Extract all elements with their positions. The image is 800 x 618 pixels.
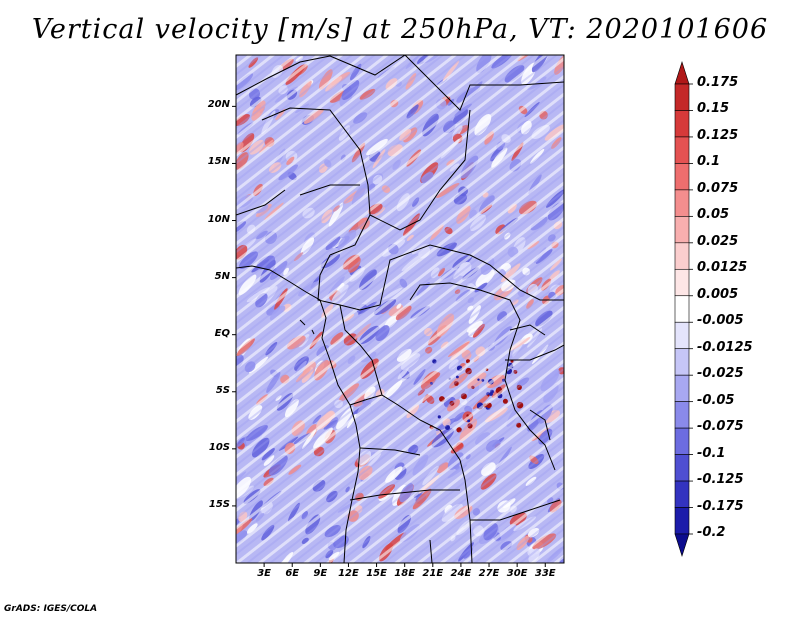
colorbar-label: -0.0125 <box>697 339 753 355</box>
lon-label: 24E <box>450 568 472 579</box>
colorbar-segment <box>674 454 690 482</box>
colorbar-segment <box>674 427 690 455</box>
colorbar-label: 0.05 <box>697 207 730 223</box>
lat-label: 15S <box>208 498 230 510</box>
colorbar-segment <box>674 242 690 270</box>
country-borders <box>236 55 564 563</box>
colorbar-segment <box>674 507 690 535</box>
lon-label: 6E <box>285 568 300 579</box>
lon-label: 21E <box>422 568 444 579</box>
colorbar-label: 0.005 <box>697 286 739 302</box>
grads-credit: GrADS: IGES/COLA <box>4 604 98 614</box>
border-lakes <box>509 324 551 441</box>
colorbar-label: 0.0125 <box>697 260 748 276</box>
colorbar-segment <box>674 321 690 350</box>
lon-label: 27E <box>478 568 500 579</box>
coastline <box>236 265 361 563</box>
colorbar-label: 0.175 <box>697 75 739 90</box>
velocity-field <box>236 55 564 563</box>
colorbar-label: -0.2 <box>697 525 726 540</box>
lat-label: 5S <box>215 384 230 396</box>
lon-label: 9E <box>313 568 328 579</box>
field-texture <box>236 55 564 563</box>
colorbar-segment <box>674 83 690 111</box>
lon-label: 33E <box>534 568 556 579</box>
colorbar <box>674 61 693 557</box>
lat-label: 20N <box>207 99 230 111</box>
border-congo <box>339 304 473 563</box>
border-drc-east <box>409 282 564 471</box>
lon-label: 30E <box>506 568 528 579</box>
colorbar-segment <box>674 401 690 429</box>
colorbar-label: 0.025 <box>697 233 739 249</box>
lat-label: EQ <box>214 327 230 339</box>
border-central <box>236 184 564 311</box>
colorbar-segment <box>674 136 690 164</box>
colorbar-segment <box>674 163 690 191</box>
colorbar-label: -0.025 <box>697 366 744 382</box>
colorbar-top-arrow <box>674 61 690 85</box>
lon-label: 15E <box>366 568 387 579</box>
border-niger-chad <box>261 107 471 256</box>
colorbar-label: -0.125 <box>697 472 744 488</box>
colorbar-segment <box>674 110 690 138</box>
colorbar-segment <box>674 216 690 244</box>
lon-label: 12E <box>338 568 359 579</box>
colorbar-segment <box>674 374 690 402</box>
lon-label: 18E <box>394 568 416 579</box>
colorbar-segment <box>674 480 690 508</box>
colorbar-label: 0.125 <box>697 127 739 143</box>
colorbar-label: 0.1 <box>697 154 721 170</box>
colorbar-bottom-arrow <box>674 533 690 557</box>
gulf-islands <box>299 319 315 335</box>
colorbar-segment <box>674 189 690 217</box>
colorbar-label: -0.05 <box>697 392 735 408</box>
colorbar-label: 0.075 <box>697 180 739 196</box>
colorbar-label: 0.15 <box>697 101 730 117</box>
lat-label: 5N <box>214 270 230 282</box>
colorbar-label: -0.075 <box>697 419 744 435</box>
lat-label: 10N <box>207 213 230 225</box>
colorbar-label: -0.175 <box>697 498 744 514</box>
lat-label: 10S <box>208 441 230 453</box>
axis-ticks <box>232 105 546 567</box>
lon-label: 3E <box>257 568 271 579</box>
colorbar-label: -0.1 <box>697 445 726 461</box>
colorbar-segment <box>674 348 690 376</box>
colorbar-label: -0.005 <box>697 313 744 329</box>
map-frame <box>235 54 565 564</box>
border-sahel-north <box>236 55 564 111</box>
map-title: Vertical velocity [m/s] at 250hPa, VT: 2… <box>31 14 769 45</box>
lat-label: 15N <box>207 156 230 168</box>
colorbar-segment <box>674 268 690 297</box>
border-south <box>349 447 561 563</box>
colorbar-segment <box>674 295 690 323</box>
